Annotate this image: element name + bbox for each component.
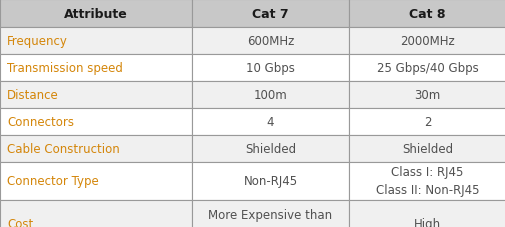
Text: Transmission speed: Transmission speed [7, 62, 123, 75]
Text: 25 Gbps/40 Gbps: 25 Gbps/40 Gbps [376, 62, 477, 75]
Text: 600MHz: 600MHz [246, 35, 293, 48]
Bar [0, 0, 191, 28]
Bar [191, 55, 348, 82]
Bar [0, 82, 191, 109]
Bar [0, 200, 191, 227]
Text: 100m: 100m [253, 89, 287, 101]
Bar [0, 55, 191, 82]
Text: 2000MHz: 2000MHz [399, 35, 454, 48]
Text: Non-RJ45: Non-RJ45 [243, 175, 297, 188]
Text: Frequency: Frequency [7, 35, 68, 48]
Bar [0, 162, 191, 200]
Text: 10 Gbps: 10 Gbps [245, 62, 294, 75]
Text: Cable Construction: Cable Construction [7, 142, 120, 155]
Bar [191, 0, 348, 28]
Text: Class I: RJ45
Class II: Non-RJ45: Class I: RJ45 Class II: Non-RJ45 [375, 166, 478, 197]
Bar [348, 109, 505, 135]
Text: Distance: Distance [7, 89, 59, 101]
Text: Cost: Cost [7, 217, 33, 227]
Bar [0, 135, 191, 162]
Bar [191, 200, 348, 227]
Text: 2: 2 [423, 116, 430, 128]
Text: Attribute: Attribute [64, 7, 128, 20]
Bar [191, 82, 348, 109]
Text: Shielded: Shielded [401, 142, 452, 155]
Bar [191, 162, 348, 200]
Bar [0, 28, 191, 55]
Bar [348, 28, 505, 55]
Text: 30m: 30m [414, 89, 440, 101]
Bar [191, 28, 348, 55]
Text: Cat 8: Cat 8 [409, 7, 445, 20]
Bar [348, 162, 505, 200]
Text: 4: 4 [266, 116, 274, 128]
Text: Shielded: Shielded [244, 142, 295, 155]
Bar [191, 109, 348, 135]
Text: High: High [413, 217, 440, 227]
Bar [348, 55, 505, 82]
Text: Connectors: Connectors [7, 116, 74, 128]
Bar [348, 200, 505, 227]
Bar [348, 0, 505, 28]
Bar [348, 135, 505, 162]
Bar [191, 135, 348, 162]
Bar [348, 82, 505, 109]
Bar [0, 109, 191, 135]
Text: Cat 7: Cat 7 [251, 7, 288, 20]
Text: More Expensive than
previous versions: More Expensive than previous versions [208, 208, 332, 227]
Text: Connector Type: Connector Type [7, 175, 98, 188]
